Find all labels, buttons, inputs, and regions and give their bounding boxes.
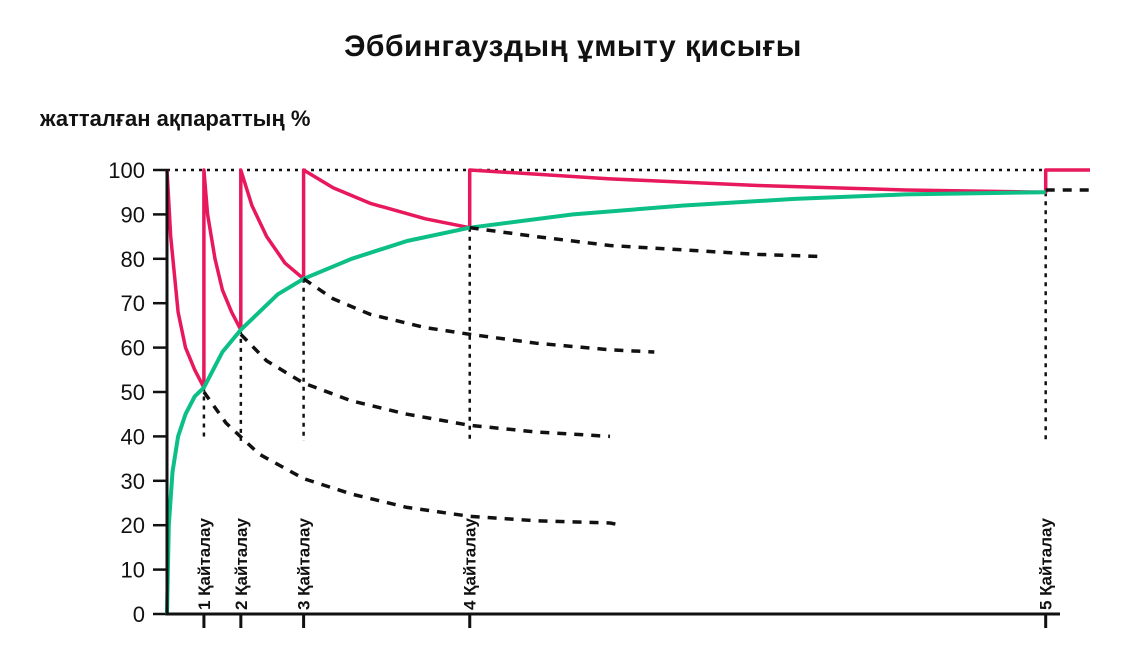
y-tick-label: 20 bbox=[121, 513, 145, 538]
repetition-label: 2 Қайталау bbox=[232, 518, 251, 610]
y-tick-label: 70 bbox=[121, 291, 145, 316]
repetition-label: 3 Қайталау bbox=[295, 518, 314, 610]
long-term-memory-line bbox=[165, 190, 1046, 615]
y-tick-label: 80 bbox=[121, 247, 145, 272]
decay-without-repetition-line bbox=[469, 225, 825, 259]
decay-without-repetition-line bbox=[202, 390, 622, 527]
chart-title: Эббингауздың ұмыту қисығы bbox=[344, 30, 802, 63]
decay-without-repetition-line bbox=[239, 333, 611, 439]
y-tick-label: 30 bbox=[121, 469, 145, 494]
y-tick-label: 0 bbox=[133, 602, 145, 627]
y-tick-label: 40 bbox=[121, 424, 145, 449]
y-tick-label: 60 bbox=[121, 336, 145, 361]
repetition-label: 4 Қайталау bbox=[461, 518, 480, 610]
repetition-label: 5 Қайталау bbox=[1037, 518, 1056, 610]
retention-with-repetition-line bbox=[165, 168, 1090, 390]
decay-without-repetition-line bbox=[302, 277, 655, 354]
y-tick-label: 100 bbox=[108, 158, 145, 183]
y-tick-label: 50 bbox=[121, 380, 145, 405]
y-tick-label: 90 bbox=[121, 202, 145, 227]
y-tick-label: 10 bbox=[121, 558, 145, 583]
y-axis-label: жатталған ақпараттың % bbox=[40, 106, 311, 131]
repetition-label: 1 Қайталау bbox=[195, 518, 214, 610]
